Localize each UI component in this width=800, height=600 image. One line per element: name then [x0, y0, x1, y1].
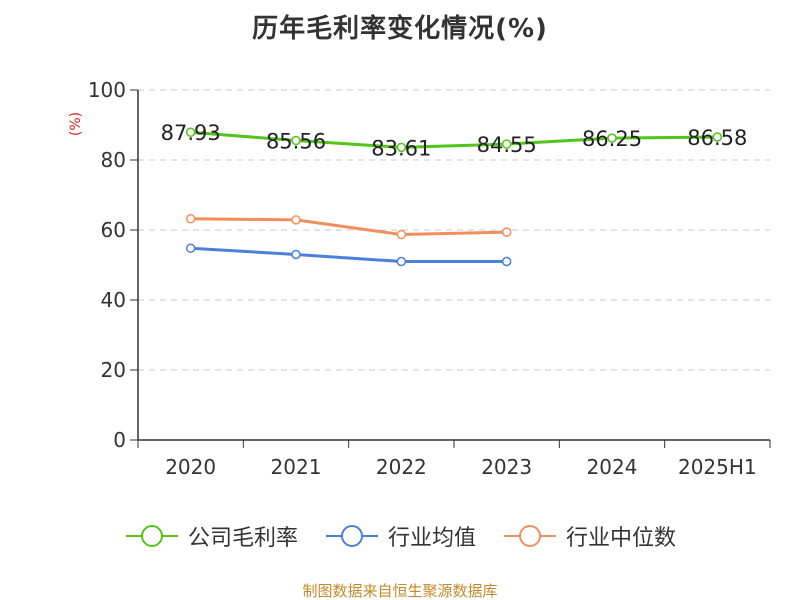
data-point: [185, 214, 196, 224]
data-label: 86.58: [687, 126, 747, 150]
series-line-1: [190, 246, 507, 263]
data-label: 85.56: [266, 130, 326, 154]
data-point: [712, 132, 723, 142]
legend: 公司毛利率 行业均值 行业中位数: [0, 520, 800, 552]
data-label: 83.61: [371, 136, 431, 160]
x-tick-label: 2022: [376, 455, 427, 479]
data-point: [501, 227, 512, 237]
legend-item-industry-average[interactable]: 行业均值: [324, 520, 476, 552]
y-tick-label: 0: [113, 428, 126, 452]
y-tick-label: 40: [101, 288, 126, 312]
data-point: [607, 133, 617, 143]
series-line-0: [190, 130, 718, 149]
data-label: 87.93: [161, 121, 221, 145]
series: [185, 127, 723, 267]
data-point: [396, 229, 407, 240]
data-point: [291, 135, 301, 146]
data-source-note: 制图数据来自恒生聚源数据库: [302, 582, 498, 600]
data-point: [185, 127, 196, 137]
data-point: [291, 249, 301, 260]
x-tick-label: 2023: [481, 455, 532, 479]
y-tick-label: 100: [88, 78, 126, 102]
data-label: 84.55: [477, 133, 537, 157]
x-tick-label: 2021: [271, 455, 322, 479]
x-tick-label: 2025H1: [678, 455, 757, 479]
y-tick-label: 20: [101, 358, 126, 382]
chart-title: 历年毛利率变化情况(%): [252, 14, 548, 44]
legend-label: 行业中位数: [566, 526, 677, 551]
data-point: [396, 256, 407, 267]
data-label: 86.25: [582, 127, 642, 151]
x-tick-label: 2024: [587, 455, 638, 479]
y-tick-label: 60: [101, 218, 126, 242]
data-labels: 87.93 85.56 83.61 84.55 86.25 86.58: [161, 121, 748, 160]
legend-label: 行业均值: [387, 526, 476, 551]
x-tick-label: 2020: [165, 455, 216, 479]
data-point: [501, 256, 512, 267]
legend-label: 公司毛利率: [187, 526, 298, 551]
axes: 0 20 40 60 80 100(%) 2020 2021 2022 2023 2024 2025H…: [68, 78, 771, 479]
data-point: [501, 139, 512, 149]
legend-item-company-margin[interactable]: 公司毛利率: [124, 520, 298, 552]
series-line-2: [190, 217, 507, 237]
y-tick-label: 80: [101, 148, 126, 172]
grid-lines: [138, 89, 770, 371]
data-point: [291, 215, 301, 225]
y-axis-label: (%): [68, 112, 84, 136]
line-marker-icon: [125, 525, 178, 547]
data-point: [396, 142, 407, 153]
line-marker-icon: [325, 525, 378, 547]
legend-item-industry-median[interactable]: 行业中位数: [502, 520, 676, 552]
data-point: [185, 243, 196, 253]
line-marker-icon: [504, 525, 556, 547]
